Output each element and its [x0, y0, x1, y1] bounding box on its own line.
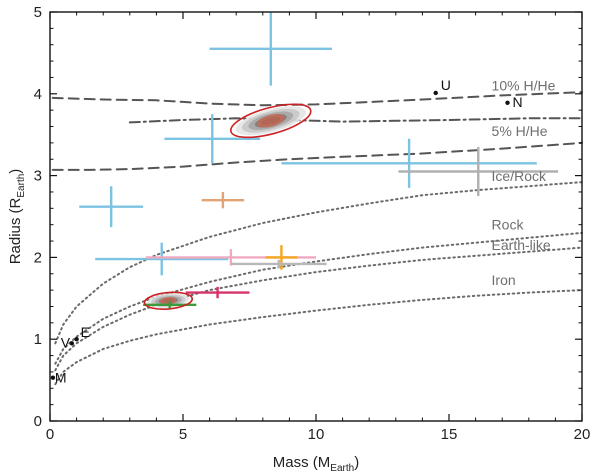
posterior-core-1: [160, 297, 177, 305]
planet-errorbar: [95, 242, 229, 276]
y-tick-label: 2: [34, 249, 42, 266]
planet-errorbars: [79, 12, 559, 309]
solar-planet-m: [50, 375, 56, 380]
model-label: Earth-like: [492, 237, 551, 253]
solar-planet-label: N: [513, 94, 523, 110]
planet-errorbar: [185, 286, 250, 299]
planet-errorbar: [201, 191, 245, 209]
x-tick-label: 10: [308, 426, 325, 443]
posterior-ellipse-outline: [143, 291, 194, 310]
planet-errorbar: [281, 138, 537, 188]
solar-planet-e: [74, 337, 79, 342]
posterior-ellipses: [143, 103, 312, 310]
y-tick-label: 0: [34, 413, 42, 430]
y-axis-label-main: Radius (R: [7, 197, 24, 264]
model-curve-10-h-he: [51, 91, 583, 107]
model-label: Ice/Rock: [492, 168, 547, 184]
planet-errorbar: [265, 245, 298, 270]
solar-planet-u: [433, 90, 438, 96]
planet-errorbar: [398, 146, 559, 197]
solar-planet-n: [505, 100, 510, 105]
planet-errorbar: [164, 114, 261, 164]
planet-errorbar: [209, 12, 332, 86]
solar-planet-label: M: [55, 370, 67, 386]
y-tick-label: 5: [34, 4, 42, 21]
x-axis-label: Mass (MEarth): [273, 454, 359, 474]
y-tick-label: 3: [34, 168, 42, 185]
model-curve-rock: [54, 231, 583, 365]
model-curve-5-h-he: [51, 141, 583, 171]
model-curve-dashdot-1: [128, 117, 583, 124]
y-tick-label: 4: [34, 86, 42, 103]
model-curve-ice-rock: [54, 181, 583, 345]
x-axis-label-main: Mass (M: [273, 454, 331, 471]
y-axis-label-end: ): [7, 169, 24, 174]
model-label: 5% H/He: [492, 123, 548, 139]
model-label: Iron: [492, 272, 516, 288]
model-label: Rock: [492, 216, 525, 232]
y-axis-label: Radius (REarth): [7, 169, 27, 265]
model-curve-iron: [54, 289, 583, 386]
axis-ticks: 0 5 10 15 20 0 1 2 3 4 5: [34, 4, 591, 443]
x-tick-label: 5: [179, 426, 187, 443]
x-axis-label-end: ): [354, 454, 359, 471]
model-curves: [51, 91, 583, 386]
solar-planet-label: E: [81, 324, 90, 340]
x-tick-label: 15: [441, 426, 458, 443]
model-curve-earth-like: [54, 246, 583, 372]
solar-system-planets: U N VE M: [50, 77, 523, 386]
posterior-ellipse-outline: [230, 103, 312, 139]
planet-errorbar: [79, 186, 144, 228]
y-axis-label-sub: Earth: [16, 174, 27, 198]
x-axis-label-sub: Earth: [330, 463, 354, 474]
model-label: 10% H/He: [492, 77, 556, 93]
y-tick-label: 1: [34, 331, 42, 348]
model-labels: 10% H/He 5% H/He Ice/Rock Rock Earth-like Iro…: [492, 77, 556, 288]
solar-planet-label: V: [61, 334, 71, 350]
planet-errorbar: [230, 259, 327, 269]
solar-planet-v: [69, 341, 75, 346]
posterior-core-0: [256, 113, 285, 128]
x-tick-label: 0: [46, 426, 54, 443]
x-tick-label: 20: [574, 426, 591, 443]
solar-planet-label: U: [441, 77, 451, 93]
